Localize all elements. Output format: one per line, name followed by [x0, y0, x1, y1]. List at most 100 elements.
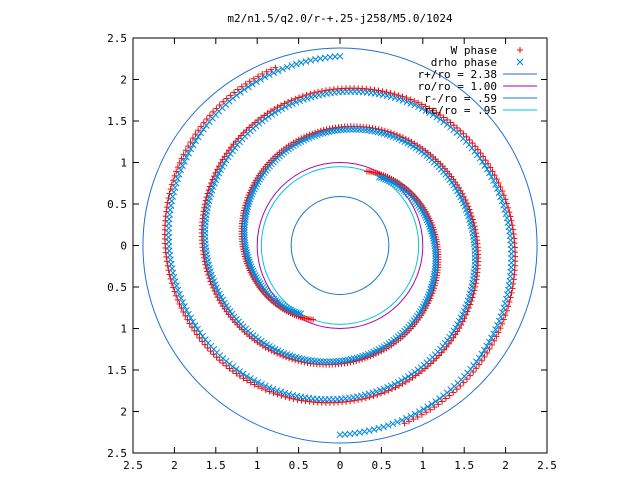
w-phase-point [433, 109, 440, 116]
marker-stroke [359, 126, 366, 134]
w-phase-point [200, 208, 207, 215]
marker-stroke [432, 262, 439, 270]
marker-stroke [291, 308, 298, 316]
marker-stroke [485, 338, 493, 346]
drho-phase-point [444, 336, 451, 344]
drho-phase-point [501, 300, 509, 307]
marker-stroke [411, 368, 419, 376]
marker-stroke [431, 247, 439, 255]
drho-phase-point [279, 65, 286, 73]
y-tick-label: 2.5 [107, 32, 127, 45]
marker-stroke [203, 254, 211, 262]
marker-stroke [202, 247, 210, 255]
marker-stroke [375, 90, 383, 98]
marker-stroke [217, 293, 225, 301]
marker-stroke [179, 298, 187, 306]
marker-stroke [470, 236, 478, 244]
drho-phase-point [271, 109, 279, 116]
drho-phase-point [247, 374, 254, 382]
drho-phase-point [242, 213, 249, 221]
marker-stroke [208, 271, 215, 279]
drho-phase-point [432, 260, 439, 267]
marker-stroke [303, 94, 311, 102]
drho-phase-point [289, 391, 297, 399]
marker-stroke [289, 307, 296, 315]
marker-stroke [378, 174, 385, 182]
marker-stroke [216, 352, 224, 359]
drho-phase-point [295, 309, 302, 317]
marker-stroke [457, 193, 464, 201]
marker-stroke [249, 267, 257, 275]
drho-phase-point [226, 150, 234, 158]
marker-stroke [212, 176, 220, 184]
drho-phase-point [375, 90, 383, 98]
marker-stroke [398, 416, 406, 424]
drho-phase-point [431, 270, 438, 278]
drho-phase-point [185, 310, 192, 318]
drho-phase-point [401, 375, 409, 382]
marker-stroke [295, 309, 302, 317]
marker-stroke [316, 55, 324, 62]
marker-stroke [446, 176, 454, 183]
marker-stroke [457, 314, 465, 322]
drho-phase-point [415, 408, 423, 416]
marker-stroke [261, 115, 269, 123]
drho-phase-point [483, 165, 491, 173]
marker-stroke [314, 357, 321, 365]
marker-stroke [280, 349, 288, 357]
drho-phase-point [495, 189, 503, 197]
drho-phase-point [250, 269, 258, 277]
marker-stroke [293, 309, 300, 316]
x-tick-label: 2.5 [123, 459, 143, 472]
drho-phase-point [378, 174, 385, 182]
drho-phase-point [258, 117, 266, 125]
w-phase-point [387, 90, 394, 97]
drho-phase-point [473, 358, 480, 366]
drho-phase-point [432, 250, 439, 257]
marker-stroke [446, 333, 454, 341]
y-tick-label: 1.5 [107, 364, 127, 377]
marker-stroke [398, 136, 406, 144]
drho-phase-point [454, 321, 461, 328]
marker-stroke [260, 339, 268, 347]
drho-phase-point [500, 201, 507, 209]
marker-stroke [425, 220, 433, 228]
marker-stroke [466, 216, 473, 223]
drho-phase-point [424, 218, 432, 226]
marker-stroke [490, 330, 497, 338]
drho-phase-point [471, 148, 479, 155]
marker-stroke [245, 258, 253, 266]
w-phase-point [205, 271, 212, 278]
w-phase-point [306, 398, 313, 405]
w-phase-point [415, 99, 422, 106]
w-phase-point [391, 91, 398, 98]
drho-phase-point [269, 385, 277, 393]
w-phase-point [418, 101, 425, 108]
drho-phase-point [255, 120, 263, 127]
marker-stroke [424, 218, 432, 226]
marker-stroke [270, 69, 277, 77]
marker-stroke [258, 117, 266, 125]
marker-stroke [288, 62, 296, 69]
marker-stroke [454, 321, 461, 328]
marker-stroke [460, 199, 467, 207]
drho-phase-point [261, 115, 269, 123]
drho-phase-point [446, 176, 454, 183]
drho-phase-point [426, 109, 433, 117]
marker-stroke [395, 135, 403, 143]
drho-phase-point [422, 214, 430, 222]
drho-phase-point [177, 166, 185, 174]
y-tick-label: 2 [120, 406, 127, 419]
marker-stroke [346, 430, 354, 438]
marker-stroke [243, 372, 251, 380]
drho-phase-point [417, 364, 425, 371]
marker-stroke [285, 390, 293, 398]
drho-phase-point [261, 73, 269, 81]
marker-stroke [200, 125, 207, 133]
marker-stroke [488, 173, 495, 181]
drho-phase-point [391, 380, 399, 388]
marker-stroke [329, 358, 337, 365]
drho-phase-point [380, 175, 387, 182]
marker-stroke [295, 354, 303, 362]
drho-phase-point [248, 80, 256, 88]
